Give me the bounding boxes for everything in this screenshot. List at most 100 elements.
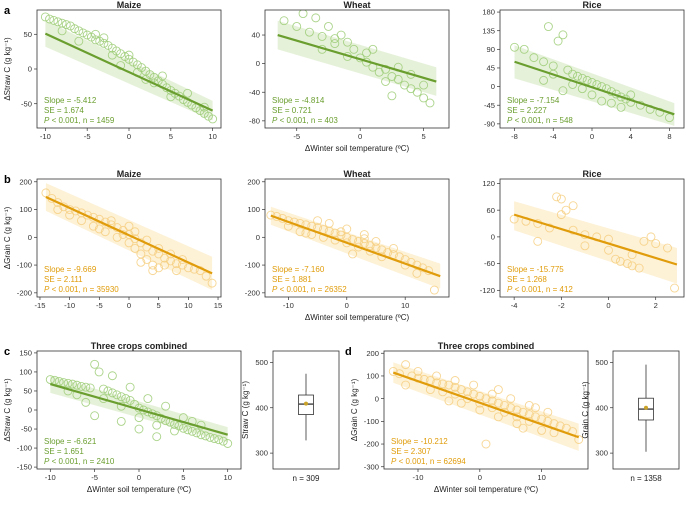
box-mean-point: [644, 405, 648, 410]
chart-a-rice: -8 -4 0 4 8 -90 -45 0 45 90 135 180 Rice Slope = -7.1…: [482, 0, 685, 141]
data-point: [493, 412, 503, 422]
x-tick-label: 0: [127, 132, 131, 141]
data-point: [349, 44, 359, 54]
x-tick-label: -10: [413, 473, 424, 482]
y-axis-label: ΔStraw C (g kg⁻¹): [3, 378, 12, 442]
y-tick-label: -45: [484, 101, 495, 110]
stat-p-symbol: P: [44, 285, 50, 294]
y-tick-label: -90: [484, 119, 495, 128]
plot-frame: [264, 178, 450, 298]
plot-area: [388, 360, 584, 451]
y-tick-label: 50: [24, 30, 32, 39]
data-point: [99, 38, 109, 48]
x-tick-label: 5: [422, 132, 426, 141]
data-point: [330, 34, 340, 44]
stat-p-symbol: P: [391, 457, 397, 466]
data-point: [670, 283, 680, 293]
plot-area: [41, 183, 217, 291]
data-point: [85, 383, 95, 393]
data-point: [539, 75, 549, 85]
data-point: [577, 73, 587, 83]
data-point: [524, 401, 534, 410]
data-point: [616, 92, 626, 102]
data-point: [143, 394, 153, 404]
data-point: [107, 50, 117, 60]
data-point: [558, 30, 568, 40]
chart-title: Wheat: [344, 169, 371, 179]
data-point: [199, 102, 209, 112]
data-point: [611, 254, 621, 264]
data-point: [330, 228, 340, 238]
data-point: [524, 410, 534, 419]
y-tick-label: 500: [255, 358, 268, 367]
x-tick-label: 8: [667, 132, 671, 141]
data-point: [587, 90, 597, 100]
data-point: [313, 216, 323, 226]
y-tick-label: -300: [364, 462, 379, 471]
data-point: [545, 223, 554, 233]
y-tick-label: -100: [17, 261, 32, 270]
stat-p-value: < 0.001, n = 403: [277, 116, 338, 125]
data-point: [518, 423, 528, 433]
data-point: [604, 245, 613, 255]
data-point: [531, 412, 540, 422]
y-tick-label: 0: [491, 232, 495, 241]
y-tick-label: 0: [28, 406, 32, 415]
data-point: [574, 435, 584, 444]
data-point: [116, 392, 126, 402]
data-point: [68, 379, 77, 389]
sample-size-label: n = 1358: [630, 474, 662, 483]
data-point: [368, 44, 378, 54]
data-point: [512, 405, 522, 415]
y-tick-label: -50: [21, 99, 32, 108]
y-tick-label: 0: [375, 394, 379, 403]
data-point: [161, 401, 171, 411]
y-tick-label: -100: [245, 261, 260, 270]
data-point: [172, 266, 181, 276]
data-point: [130, 227, 140, 237]
data-point: [187, 426, 197, 436]
x-tick-label: 0: [358, 132, 362, 141]
x-tick-label: 10: [223, 473, 231, 482]
data-point: [568, 225, 578, 235]
y-tick-label: 0: [28, 65, 32, 74]
data-point: [40, 12, 50, 22]
y-axis-label: ΔStraw C (g kg⁻¹): [3, 37, 12, 101]
stat-slope: Slope = -5.412: [44, 96, 97, 105]
data-point: [142, 255, 152, 264]
data-point: [354, 242, 363, 252]
stat-p-symbol: P: [272, 285, 278, 294]
chart-title: Rice: [582, 0, 601, 10]
data-point: [381, 64, 391, 74]
plot-frame: [264, 9, 450, 129]
y-tick-label: 400: [255, 403, 268, 412]
data-point: [359, 230, 369, 239]
data-point: [419, 93, 429, 103]
data-point: [70, 24, 80, 34]
y-tick-label: -60: [484, 259, 495, 268]
stat-se: SE = 0.721: [272, 106, 312, 115]
data-point: [469, 389, 479, 399]
data-point: [425, 98, 435, 108]
data-point: [177, 255, 187, 264]
x-tick-label: 10: [537, 473, 545, 482]
y-tick-label: 100: [366, 372, 379, 381]
data-point: [91, 29, 100, 39]
panel-label-b: b: [4, 174, 11, 186]
y-tick-label: 100: [19, 368, 32, 377]
data-point: [214, 435, 224, 445]
regression-line: [392, 371, 580, 439]
data-point: [94, 367, 104, 377]
data-point: [166, 92, 176, 102]
regression-line: [277, 33, 437, 83]
data-point: [304, 27, 314, 37]
data-point: [639, 236, 649, 246]
data-point: [53, 17, 63, 27]
stat-p: P < 0.001, n = 35930: [44, 285, 119, 294]
x-tick-label: -10: [40, 132, 51, 141]
y-tick-label: 40: [252, 31, 260, 40]
x-tick-label: 0: [127, 301, 131, 310]
data-point: [99, 384, 108, 394]
